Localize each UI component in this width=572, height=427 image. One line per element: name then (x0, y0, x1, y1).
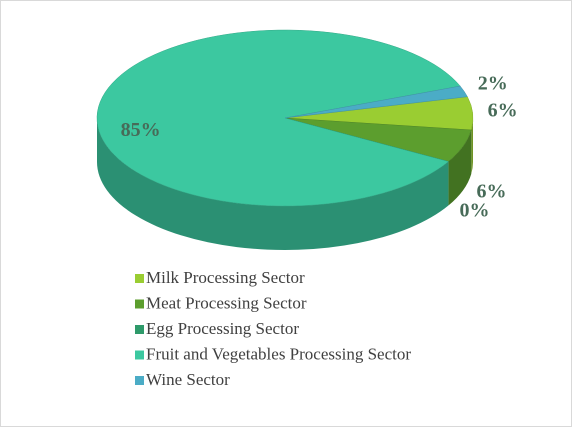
data-label: 2% (478, 72, 508, 94)
pie-side (448, 129, 472, 206)
data-labels: 6%6%0%85%2% (121, 72, 518, 221)
data-label: 0% (459, 200, 489, 222)
legend-swatch (135, 299, 144, 309)
legend-label: Egg Processing Sector (146, 319, 299, 338)
data-label: 6% (488, 100, 518, 122)
pie-side (97, 118, 449, 250)
legend-swatch (135, 325, 144, 334)
legend-label: Fruit and Vegetables Processing Sector (146, 344, 411, 363)
legend-label: Meat Processing Sector (146, 293, 307, 312)
legend: Milk Processing Sector Meat Processing Se… (135, 268, 411, 389)
pie-slice (96, 29, 461, 207)
legend-label: Milk Processing Sector (146, 268, 305, 287)
data-label: 85% (121, 119, 161, 141)
pie-sides (97, 118, 473, 250)
legend-label: Wine Sector (146, 370, 230, 389)
pie-tops (96, 29, 474, 207)
pie-side (471, 118, 473, 174)
pie-slice (284, 85, 468, 119)
legend-swatch (135, 350, 144, 360)
data-label: 6% (476, 181, 506, 203)
legend-swatch (135, 376, 144, 385)
legend-swatch (135, 274, 144, 283)
